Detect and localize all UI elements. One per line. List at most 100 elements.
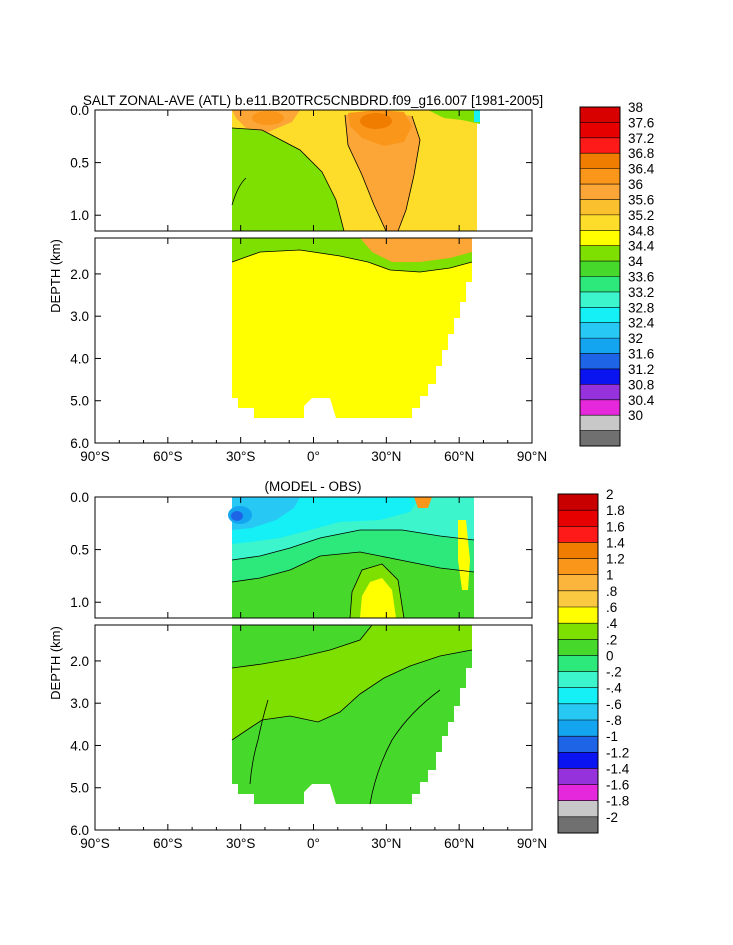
diff-colorbar-swatch (558, 703, 598, 721)
diff-lower-green-mid (232, 625, 372, 668)
diff-ytick-label: 6.0 (70, 823, 89, 838)
salt-ytick-label: 1.0 (70, 208, 89, 223)
salt-upper-contour-1 (231, 127, 345, 231)
diff-lower-field (231, 625, 473, 805)
diff-colorbar-swatch (558, 639, 598, 656)
salt-colorbar-label: 34.4 (628, 239, 655, 254)
salt-ytick-label: 3.0 (70, 309, 89, 324)
diff-lower-contour-2 (231, 625, 373, 669)
salt-ytick-label: 5.0 (70, 394, 89, 409)
salt-colorbar-swatch (580, 384, 620, 401)
salt-colorbar-label: 35.6 (628, 192, 654, 207)
salt-colorbar-label: 35.2 (628, 208, 654, 223)
diff-colorbar-swatch (558, 623, 598, 640)
salt-colorbar-swatch (580, 322, 620, 339)
diff-axis-ticks: 90°S 60°S 30°S 0° 30°N 60°N 90°N 0.0 0.5 1.0 2.0 3.… (70, 490, 547, 851)
salt-upper-south-core (252, 111, 284, 125)
diff-colorbar-swatch (558, 816, 598, 834)
salt-colorbar-label: 37.6 (628, 115, 654, 130)
salt-colorbar: 3837.637.236.836.43635.635.234.834.43433… (579, 100, 655, 447)
salt-colorbar-swatch (580, 214, 620, 231)
diff-colorbar-label: .8 (606, 584, 617, 599)
diff-colorbar: 21.81.61.41.21.8.6.4.20-.2-.4-.6-.8-1-1.… (557, 487, 630, 834)
salt-upper-field (231, 110, 480, 231)
diff-upper-yellow-core (360, 578, 396, 618)
diff-xtick-label: 0° (307, 836, 320, 851)
diff-colorbar-swatch (558, 800, 598, 818)
diff-colorbar-label: 1 (606, 568, 614, 583)
diff-colorbar-swatch (558, 558, 598, 576)
salt-xtick-label: 60°N (444, 449, 474, 464)
salt-colorbar-label: 34.8 (628, 223, 654, 238)
salt-colorbar-swatch (580, 245, 620, 262)
salt-colorbar-swatch (580, 199, 620, 216)
diff-ytick-label: 2.0 (70, 654, 89, 669)
diff-colorbar-frame (557, 493, 599, 834)
salt-colorbar-label: 36 (628, 177, 643, 192)
salt-colorbar-swatch (580, 168, 620, 185)
diff-ytick-label: 5.0 (70, 781, 89, 796)
salt-xtick-label: 30°S (226, 449, 255, 464)
diff-upper-contour-1 (231, 551, 475, 583)
diff-upper-field (228, 497, 475, 618)
salt-colorbar-swatch (580, 107, 620, 123)
diff-colorbar-label: -.6 (606, 697, 622, 712)
salt-upper-north-cyan (474, 110, 480, 122)
salt-colorbar-swatch (580, 291, 620, 308)
salt-colorbar-swatch (580, 353, 620, 370)
salt-ytick-label: 0.0 (70, 103, 89, 118)
salt-upper-max-core (360, 113, 392, 129)
salt-colorbar-swatch (580, 137, 620, 154)
salt-colorbar-label: 36.8 (628, 146, 654, 161)
diff-xtick-label: 60°N (444, 836, 474, 851)
diff-colorbar-label: 1.6 (606, 519, 625, 534)
salt-upper-north-fresh (428, 110, 480, 124)
salt-upper-green-region (232, 128, 344, 231)
salt-ytick-label: 6.0 (70, 436, 89, 451)
salt-colorbar-label: 31.2 (628, 362, 654, 377)
diff-ytick-label: 4.0 (70, 738, 89, 753)
salt-lower-yellow (232, 238, 472, 418)
salt-lower-contour (231, 249, 473, 273)
diff-colorbar-swatch (558, 768, 598, 785)
salt-colorbar-label: 34 (628, 254, 644, 269)
diff-colorbar-swatch (558, 687, 598, 705)
diff-upper-contour-3 (349, 563, 405, 618)
salt-lower-field (231, 238, 473, 418)
salt-xtick-label: 0° (307, 449, 320, 464)
diff-upper-orange-spot (414, 497, 432, 508)
salt-colorbar-swatch (580, 430, 620, 447)
diff-lower-contour-3 (249, 699, 269, 785)
diff-ytick-label: 3.0 (70, 696, 89, 711)
diff-xtick-label: 30°N (371, 836, 401, 851)
salt-colorbar-swatch (580, 415, 620, 431)
diff-colorbar-label: -1.6 (606, 778, 629, 793)
salt-colorbar-label: 33.2 (628, 285, 654, 300)
diff-colorbar-swatch (558, 736, 598, 753)
diff-title: (MODEL - OBS) (264, 479, 361, 494)
salt-colorbar-swatch (580, 184, 620, 200)
salt-colorbar-swatch (580, 230, 620, 246)
diff-colorbar-label: -.8 (606, 713, 622, 728)
salt-colorbar-label: 31.6 (628, 347, 654, 362)
diff-colorbar-label: 2 (606, 487, 614, 502)
salt-ytick-label: 4.0 (70, 351, 89, 366)
salt-colorbar-swatch (580, 153, 620, 169)
salt-colorbar-label: 30.4 (628, 393, 655, 408)
diff-ytick-label: 0.5 (70, 543, 89, 558)
salt-colorbar-label: 32.8 (628, 300, 654, 315)
salt-colorbar-swatch (580, 122, 620, 139)
diff-colorbar-swatch (558, 510, 598, 527)
diff-xtick-label: 60°S (153, 836, 182, 851)
diff-colorbar-label: -1.2 (606, 745, 629, 760)
salt-colorbar-swatch (580, 338, 620, 354)
diff-colorbar-swatch (558, 671, 598, 689)
diff-colorbar-label: -.2 (606, 665, 622, 680)
salt-colorbar-label: 30 (628, 408, 643, 423)
salt-xtick-label: 30°N (371, 449, 401, 464)
diff-upper-lightblue (232, 497, 300, 530)
diff-colorbar-swatch (558, 720, 598, 737)
diff-upper-deepblue (231, 511, 243, 521)
salt-xtick-label: 90°S (80, 449, 109, 464)
